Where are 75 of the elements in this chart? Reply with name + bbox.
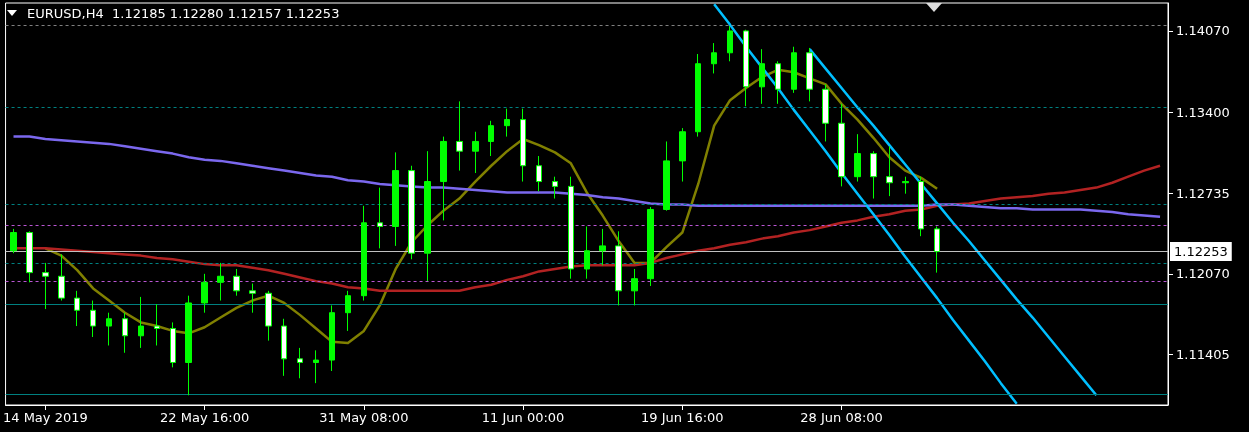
- line-series: [12, 135, 1162, 218]
- y-tick-label: 1.12735: [1176, 185, 1230, 201]
- candlestick: [154, 303, 160, 346]
- candlestick: [42, 262, 49, 310]
- candlestick: [408, 165, 415, 260]
- candlestick: [122, 312, 128, 354]
- candlestick: [902, 176, 909, 195]
- candlestick: [488, 120, 494, 157]
- candlestick: [631, 268, 638, 306]
- chart-title: EURUSD,H4 1.12185 1.12280 1.12157 1.12253: [27, 6, 340, 21]
- candlestick: [217, 262, 224, 302]
- candlestick: [520, 108, 526, 183]
- candlestick: [775, 60, 781, 105]
- candlestick: [281, 318, 287, 377]
- candlestick: [26, 230, 33, 283]
- candlestick: [297, 347, 303, 379]
- candlestick: [329, 304, 335, 372]
- candlestick: [74, 290, 80, 327]
- candlestick: [838, 103, 845, 187]
- candlestick: [361, 205, 367, 302]
- candlestick: [170, 321, 176, 368]
- candlestick: [615, 230, 622, 306]
- candlestick: [806, 47, 813, 102]
- candlestick: [440, 136, 447, 221]
- candlestick: [870, 150, 877, 200]
- candlestick: [679, 127, 686, 183]
- candlestick: [201, 273, 208, 314]
- candlestick: [58, 253, 65, 302]
- candlestick: [854, 133, 861, 183]
- candlestick: [727, 25, 733, 62]
- candlestick: [424, 150, 431, 282]
- candlestick: [472, 131, 479, 174]
- candlestick: [743, 29, 749, 107]
- x-tick-label: 14 May 2019: [2, 410, 88, 425]
- y-tick-label: 1.12070: [1176, 266, 1230, 282]
- candlestick: [249, 283, 256, 314]
- candlestick: [934, 225, 940, 274]
- candlestick: [822, 83, 829, 142]
- candlestick: [265, 290, 272, 342]
- candlestick: [377, 187, 383, 249]
- y-tick-label: 1.11405: [1176, 347, 1230, 363]
- candlestick: [313, 349, 319, 384]
- x-tick-label: 11 Jun 00:00: [481, 410, 565, 425]
- candlestick: [552, 176, 558, 200]
- line-series: [808, 47, 1098, 397]
- line-series: [712, 2, 1018, 406]
- y-tick-label: 1.14070: [1176, 23, 1230, 39]
- candlestick: [185, 295, 192, 396]
- y-tick-label: 1.13400: [1176, 104, 1230, 120]
- candlestick: [536, 155, 542, 192]
- candlestick: [10, 228, 17, 254]
- candlestick: [695, 53, 701, 138]
- candlestick: [233, 268, 240, 297]
- candlestick: [759, 48, 765, 105]
- candlestick: [791, 46, 797, 94]
- candlestick: [345, 290, 351, 332]
- candlestick: [138, 296, 144, 349]
- candlestick: [886, 145, 893, 197]
- ref-line-label: 1.12253: [1174, 244, 1228, 260]
- x-tick-label: 28 Jun 08:00: [800, 410, 883, 425]
- candlestick: [584, 225, 590, 280]
- candlestick: [568, 176, 574, 280]
- candlestick: [711, 42, 717, 74]
- candlestick: [918, 176, 924, 237]
- x-tick-label: 31 May 08:00: [319, 410, 409, 425]
- candlestick: [647, 206, 654, 287]
- x-tick-label: 22 May 16:00: [160, 410, 250, 425]
- candlestick: [106, 312, 112, 346]
- candlestick: [90, 300, 96, 338]
- candlestick: [663, 140, 670, 212]
- candlestick: [504, 108, 510, 138]
- x-tick-label: 19 Jun 16:00: [641, 410, 724, 425]
- candlestick: [599, 228, 606, 266]
- candlestick: [392, 151, 399, 247]
- candlestick: [456, 100, 463, 172]
